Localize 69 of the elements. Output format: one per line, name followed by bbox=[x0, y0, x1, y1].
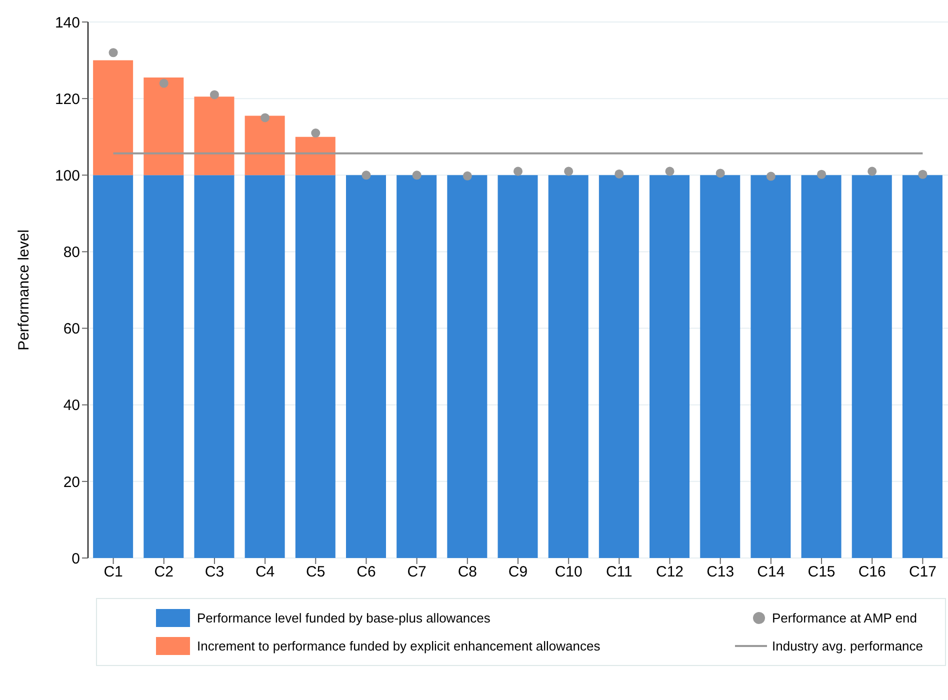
point bbox=[564, 166, 574, 176]
legend-label: Industry avg. performance bbox=[772, 638, 924, 654]
point bbox=[665, 166, 674, 176]
bar bbox=[852, 175, 892, 558]
bar bbox=[295, 175, 336, 558]
point bbox=[412, 170, 422, 180]
bar bbox=[194, 175, 234, 558]
x-tick-label: C17 bbox=[908, 564, 936, 581]
point bbox=[462, 171, 472, 180]
y-tick-label: 40 bbox=[63, 397, 80, 414]
x-tick-label: C8 bbox=[458, 564, 478, 581]
point bbox=[362, 170, 371, 180]
x-tick-label: C11 bbox=[606, 564, 632, 581]
bar bbox=[244, 175, 285, 558]
x-tick-label: C10 bbox=[554, 564, 582, 581]
legend-label: Increment to performance funded by explicit enhancement allowances bbox=[197, 638, 601, 654]
bar bbox=[144, 175, 184, 558]
x-tick-label: C3 bbox=[204, 564, 224, 581]
point bbox=[311, 128, 320, 138]
legend-label: Performance at AMP end bbox=[772, 610, 918, 626]
point bbox=[614, 169, 624, 178]
bar bbox=[244, 116, 285, 176]
x-tick-label: C14 bbox=[757, 564, 785, 581]
x-tick-label: C1 bbox=[104, 564, 123, 581]
y-tick-label: 100 bbox=[54, 167, 80, 184]
legend-label: Performance level funded by base-plus allowances bbox=[197, 610, 491, 626]
bar bbox=[93, 175, 134, 558]
point bbox=[817, 170, 826, 179]
y-tick-label: 0 bbox=[72, 550, 80, 568]
x-tick-label: C6 bbox=[356, 564, 376, 581]
x-tick-label: C7 bbox=[407, 564, 426, 581]
bar bbox=[801, 175, 842, 558]
x-tick-label: C2 bbox=[154, 564, 174, 581]
bar bbox=[396, 175, 437, 558]
x-tick-label: C13 bbox=[706, 564, 734, 581]
y-tick-label: 80 bbox=[63, 244, 80, 262]
point bbox=[766, 172, 776, 181]
bar bbox=[295, 136, 336, 176]
y-tick-label: 120 bbox=[54, 90, 80, 108]
y-tick-label: 20 bbox=[63, 474, 80, 491]
x-tick-label: C16 bbox=[858, 564, 886, 581]
y-tick-label: 140 bbox=[54, 14, 80, 32]
y-axis-title: Performance level bbox=[15, 230, 32, 350]
bar bbox=[750, 175, 791, 558]
bar bbox=[346, 175, 386, 558]
bar bbox=[548, 175, 588, 558]
bar bbox=[650, 175, 690, 558]
bar bbox=[144, 78, 184, 176]
y-tick-label: 60 bbox=[63, 320, 80, 338]
point bbox=[260, 113, 270, 122]
x-tick-label: C12 bbox=[656, 564, 684, 581]
point bbox=[868, 166, 877, 176]
x-tick-label: C4 bbox=[255, 564, 275, 581]
point bbox=[716, 168, 725, 178]
point bbox=[108, 48, 118, 58]
bar bbox=[194, 96, 234, 176]
x-tick-label: C5 bbox=[306, 564, 326, 581]
bar bbox=[700, 175, 740, 558]
bar bbox=[447, 175, 488, 558]
point bbox=[159, 78, 168, 88]
x-tick-label: C9 bbox=[508, 564, 528, 581]
bar bbox=[598, 175, 639, 558]
point bbox=[513, 166, 523, 176]
x-tick-label: C15 bbox=[808, 564, 836, 581]
point bbox=[918, 170, 928, 179]
bar bbox=[902, 175, 942, 558]
point bbox=[210, 90, 219, 100]
bar bbox=[498, 175, 538, 558]
bar bbox=[93, 60, 134, 176]
